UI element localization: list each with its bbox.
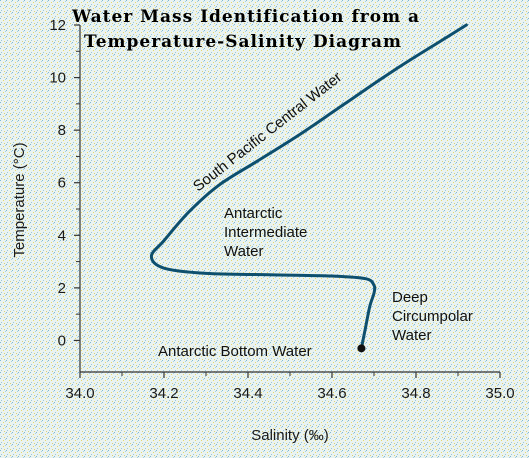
x-tick-label: 35.0 (485, 385, 514, 402)
y-ticks: 0 2 4 6 8 10 12 (49, 17, 80, 349)
annotation-deep-circumpolar-water: Deep Circumpolar Water (392, 289, 477, 344)
y-tick-label: 0 (58, 332, 66, 349)
annotation-aiw-line-3: Water (224, 243, 263, 260)
annotation-dcw-line-2: Circumpolar (392, 308, 473, 325)
x-tick-label: 34.0 (65, 385, 94, 402)
annotation-dcw-line-1: Deep (392, 289, 428, 306)
annotation-dcw-line-3: Water (392, 327, 431, 344)
annotation-antarctic-intermediate-water: Antarctic Intermediate Water (224, 205, 312, 260)
x-tick-label: 34.2 (149, 385, 178, 402)
y-tick-label: 12 (49, 17, 66, 34)
x-ticks: 34.0 34.2 34.4 34.6 34.8 35.0 (65, 372, 515, 402)
annotation-aiw-line-2: Intermediate (224, 224, 307, 241)
annotation-aiw-line-1: Antarctic (224, 205, 283, 222)
y-tick-label: 4 (58, 227, 66, 244)
y-tick-label: 2 (58, 280, 66, 297)
chart-title-line-2: Temperature-Salinity Diagram (84, 32, 402, 52)
x-tick-label: 34.6 (317, 385, 346, 402)
y-tick-label: 6 (58, 175, 66, 192)
y-tick-label: 8 (58, 122, 66, 139)
points-layer (357, 344, 366, 353)
y-tick-label: 10 (49, 70, 66, 87)
x-tick-label: 34.4 (233, 385, 262, 402)
x-tick-label: 34.8 (401, 385, 430, 402)
chart-title-line-1: Water Mass Identification from a (71, 7, 420, 27)
x-axis-label: Salinity (‰) (251, 427, 329, 444)
series-layer (149, 23, 468, 350)
y-axis-label: Temperature (°C) (11, 142, 28, 257)
annotation-antarctic-bottom-water: Antarctic Bottom Water (158, 343, 312, 360)
bottom-water-point (357, 344, 366, 353)
ts-curve-series-0 (149, 23, 468, 350)
